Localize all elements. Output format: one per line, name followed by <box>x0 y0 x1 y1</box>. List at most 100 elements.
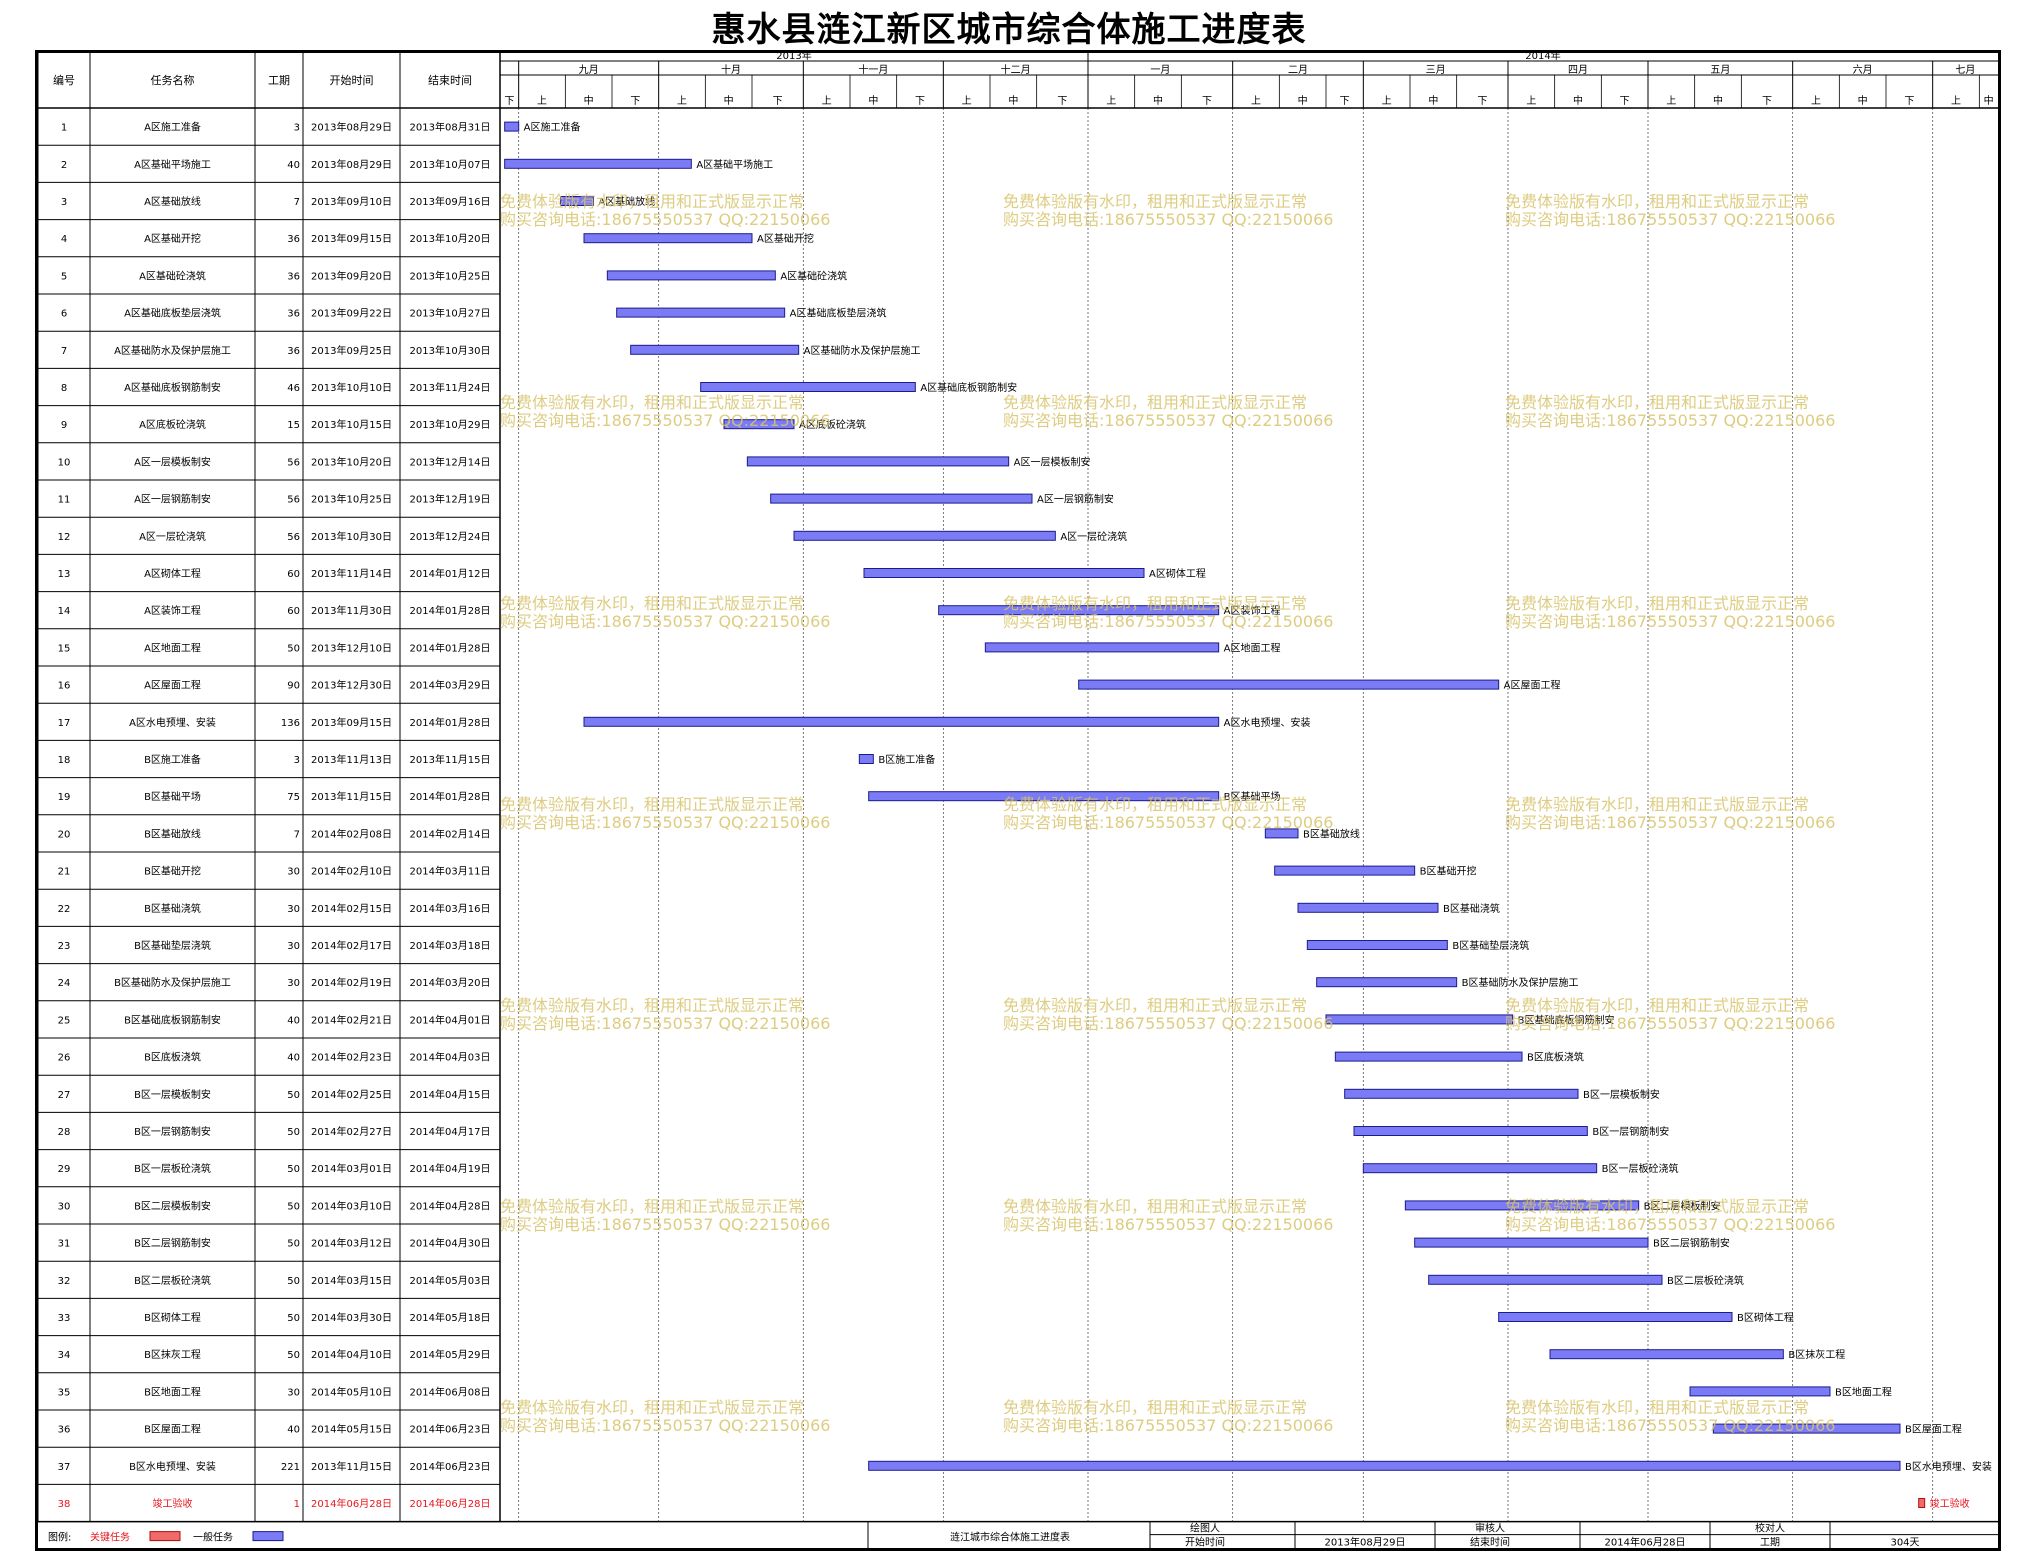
footer-drawer-label: 绘图人 <box>1190 1522 1220 1535</box>
task-start: 2014年03月01日 <box>311 1162 392 1175</box>
task-id: 1 <box>61 123 67 134</box>
year-label: 2013年 <box>776 49 811 62</box>
task-name: B区基础垫层浇筑 <box>134 939 211 952</box>
dekad-label: 下 <box>773 96 783 107</box>
task-end: 2014年01月28日 <box>410 790 491 803</box>
watermark-line1: 免费体验版有水印，租用和正式版显示正常 <box>1505 1398 1809 1417</box>
task-bar <box>746 456 1010 467</box>
watermark-line1: 免费体验版有水印，租用和正式版显示正常 <box>1505 795 1809 814</box>
task-start: 2013年09月10日 <box>311 195 392 208</box>
task-start: 2013年09月15日 <box>311 232 392 245</box>
task-bar <box>723 419 795 430</box>
task-id: 33 <box>58 1313 71 1324</box>
table-row: 37 B区水电预埋、安装 221 2013年11月15日 2014年06月23日 <box>58 1460 491 1473</box>
task-bar <box>616 307 786 318</box>
watermark-line1: 免费体验版有水印，租用和正式版显示正常 <box>1505 594 1809 613</box>
task-start: 2014年02月19日 <box>311 976 392 989</box>
task-id: 10 <box>58 457 71 468</box>
task-bar-label: B区施工准备 <box>878 753 935 766</box>
task-name: B区地面工程 <box>144 1385 201 1398</box>
task-bar <box>606 270 776 281</box>
task-start: 2013年11月30日 <box>311 604 392 617</box>
task-name: A区基础平场施工 <box>134 158 211 171</box>
task-bar <box>868 1460 1901 1471</box>
task-name: B区基础底板钢筋制安 <box>124 1013 221 1026</box>
task-bar-label: 竣工验收 <box>1930 1497 1970 1510</box>
task-bar <box>793 530 1056 541</box>
task-name: B区二层板砼浇筑 <box>134 1274 211 1287</box>
footer-start-label: 开始时间 <box>1185 1536 1225 1549</box>
task-id: 7 <box>61 346 67 357</box>
task-start: 2013年12月30日 <box>311 679 392 692</box>
table-row: 15 A区地面工程 50 2013年12月10日 2014年01月28日 <box>58 641 491 654</box>
task-end: 2014年06月23日 <box>410 1423 491 1436</box>
table-row: 9 A区底板砼浇筑 15 2013年10月15日 2013年10月29日 <box>61 418 491 431</box>
dekad-label: 上 <box>1811 95 1821 107</box>
task-name: B区二层模板制安 <box>134 1199 211 1212</box>
dekad-label: 中 <box>1008 94 1018 107</box>
watermark-line2: 购买咨询电话:18675550537 QQ:22150066 <box>500 813 830 832</box>
task-end: 2014年04月19日 <box>410 1162 491 1175</box>
task-name: A区一层钢筋制安 <box>134 493 211 506</box>
task-end: 2014年04月15日 <box>410 1088 491 1101</box>
task-end: 2013年10月07日 <box>410 158 491 171</box>
task-duration: 50 <box>287 1350 300 1361</box>
task-bar <box>1316 977 1458 988</box>
task-start: 2013年09月22日 <box>311 307 392 320</box>
watermark-line1: 免费体验版有水印，租用和正式版显示正常 <box>1505 393 1809 412</box>
task-id: 36 <box>58 1425 71 1436</box>
month-label: 五月 <box>1710 64 1730 76</box>
task-bar-label: A区一层钢筋制安 <box>1037 493 1114 506</box>
task-table: 1 A区施工准备 3 2013年08月29日 2013年08月31日 2 A区基础平场施工 4… <box>58 121 491 1510</box>
task-end: 2014年03月29日 <box>410 679 491 692</box>
dekad-label: 中 <box>1298 94 1308 107</box>
task-end: 2014年03月20日 <box>410 976 491 989</box>
task-bar-label: A区基础开挖 <box>757 232 814 245</box>
task-duration: 56 <box>287 495 300 506</box>
task-id: 22 <box>58 904 71 915</box>
dekad-label: 中 <box>1858 94 1868 107</box>
task-name: A区砌体工程 <box>144 568 201 580</box>
task-bar-label: B区一层钢筋制安 <box>1592 1125 1669 1138</box>
task-duration: 1 <box>294 1499 300 1510</box>
task-bar-label: A区水电预埋、安装 <box>1224 716 1311 729</box>
dekad-label: 下 <box>1202 96 1212 107</box>
task-end: 2014年06月08日 <box>410 1385 491 1398</box>
task-duration: 40 <box>287 160 300 171</box>
task-id: 8 <box>61 383 67 394</box>
task-end: 2014年01月28日 <box>410 641 491 654</box>
watermark-line1: 免费体验版有水印，租用和正式版显示正常 <box>1003 795 1307 814</box>
table-row: 4 A区基础开挖 36 2013年09月15日 2013年10月20日 <box>61 232 491 245</box>
task-id: 35 <box>58 1387 71 1398</box>
task-name: B区屋面工程 <box>144 1424 201 1436</box>
task-bar <box>984 642 1220 653</box>
task-start: 2014年03月15日 <box>311 1274 392 1287</box>
task-bar-label: B区基础防水及保护层施工 <box>1462 976 1579 989</box>
table-row: 16 A区屋面工程 90 2013年12月30日 2014年03月29日 <box>58 679 491 692</box>
task-start: 2014年02月27日 <box>311 1125 392 1138</box>
task-bar-label: B区屋面工程 <box>1905 1424 1962 1436</box>
watermark-line1: 免费体验版有水印，租用和正式版显示正常 <box>1003 1398 1307 1417</box>
task-name: B区二层钢筋制安 <box>134 1237 211 1250</box>
watermark-line2: 购买咨询电话:18675550537 QQ:22150066 <box>1003 1215 1333 1234</box>
watermark-line1: 免费体验版有水印，租用和正式版显示正常 <box>500 192 804 211</box>
watermark-line2: 购买咨询电话:18675550537 QQ:22150066 <box>1505 813 1835 832</box>
watermark-line1: 免费体验版有水印，租用和正式版显示正常 <box>1003 192 1307 211</box>
watermark-line2: 购买咨询电话:18675550537 QQ:22150066 <box>500 612 830 631</box>
task-bar <box>583 716 1220 727</box>
task-bar <box>560 196 594 206</box>
task-bar <box>1689 1386 1831 1397</box>
dekad-label: 上 <box>1526 95 1536 107</box>
task-name: B区一层模板制安 <box>134 1088 211 1101</box>
task-bar <box>858 754 874 764</box>
task-bar-label: A区基础底板垫层浇筑 <box>790 307 887 320</box>
task-end: 2013年10月25日 <box>410 269 491 282</box>
watermark-line2: 购买咨询电话:18675550537 QQ:22150066 <box>500 411 830 430</box>
year-label: 2014年 <box>1525 49 1560 62</box>
task-duration: 50 <box>287 1239 300 1250</box>
watermark-line1: 免费体验版有水印，租用和正式版显示正常 <box>500 594 804 613</box>
task-bar <box>1498 1312 1733 1322</box>
task-name: B区基础开挖 <box>144 865 201 878</box>
task-duration: 40 <box>287 1053 300 1064</box>
